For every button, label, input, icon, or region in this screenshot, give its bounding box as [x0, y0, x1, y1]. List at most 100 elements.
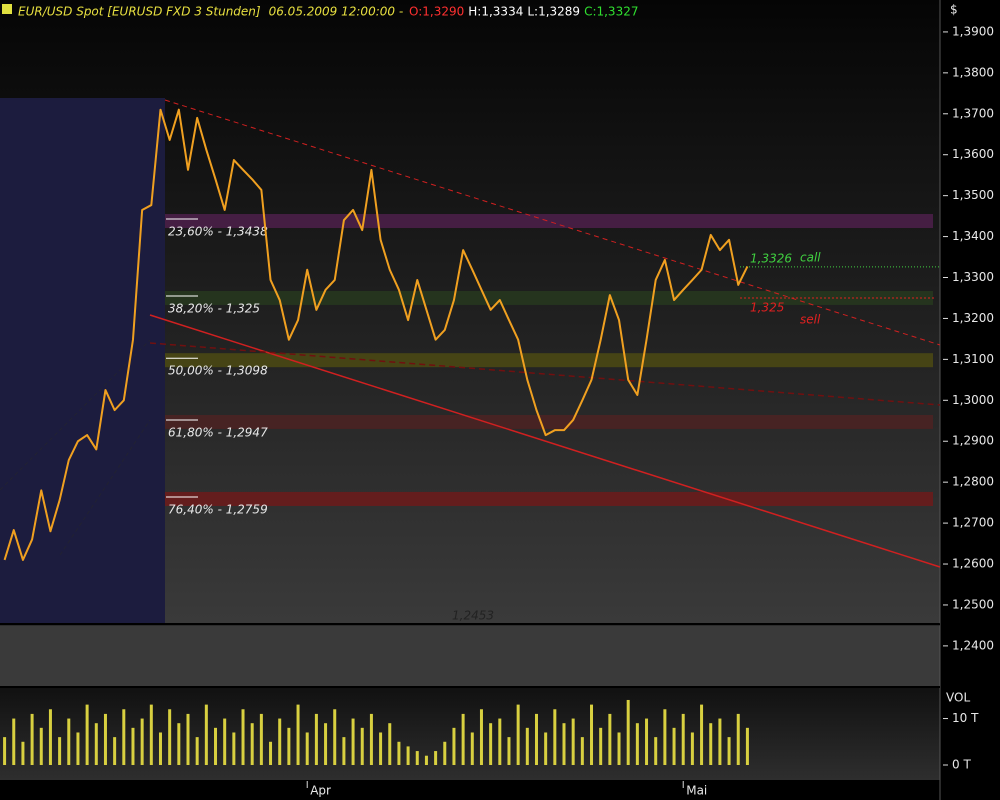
volume-bar — [30, 713, 34, 765]
volume-bar — [305, 732, 309, 765]
y-tick-label: 0 T — [952, 758, 971, 772]
y-tick-label: 1,2500 — [952, 597, 994, 611]
volume-bar — [21, 741, 25, 765]
trend-line — [149, 342, 941, 406]
volume-bar — [507, 737, 511, 765]
volume-bar — [553, 709, 557, 765]
y-tick-label: 1,2900 — [952, 434, 994, 448]
volume-bar — [700, 704, 704, 765]
volume-bar — [360, 727, 364, 765]
volume-bar — [626, 699, 630, 765]
volume-bar — [709, 723, 713, 765]
volume-bar — [241, 709, 245, 765]
volume-bar — [296, 704, 300, 765]
volume-bar — [103, 713, 107, 765]
x-axis-panel — [0, 780, 940, 800]
volume-bar — [195, 737, 199, 765]
volume-bar — [3, 737, 7, 765]
volume-bar — [314, 713, 318, 765]
volume-bar — [544, 732, 548, 765]
volume-bar — [287, 727, 291, 765]
volume-bar — [461, 713, 465, 765]
volume-panel — [0, 688, 940, 780]
volume-bar — [186, 713, 190, 765]
y-tick-label: 1,3800 — [952, 65, 994, 79]
ohlc-value: C:1,3327 — [584, 5, 638, 19]
volume-bar — [48, 709, 52, 765]
volume-bar — [727, 737, 731, 765]
volume-bar — [94, 723, 98, 765]
volume-bar — [204, 704, 208, 765]
volume-bar — [113, 737, 117, 765]
fib-band — [165, 214, 933, 229]
annotation-label: 1,2453 — [452, 609, 494, 623]
volume-bar — [39, 727, 43, 765]
volume-bar — [681, 713, 685, 765]
volume-bar — [85, 704, 89, 765]
volume-bar — [617, 732, 621, 765]
volume-bar — [690, 732, 694, 765]
volume-bar — [672, 727, 676, 765]
fib-band — [165, 290, 933, 305]
annotation-label: 1,325 — [750, 300, 784, 314]
ohlc-value: O:1,3290 — [409, 5, 464, 19]
y-tick-label: 1,3900 — [952, 24, 994, 38]
price-line — [3, 108, 749, 561]
volume-bar — [406, 746, 410, 765]
y-tick-label: 1,3400 — [952, 229, 994, 243]
volume-bar — [140, 718, 144, 765]
volume-bar — [534, 713, 538, 765]
volume-bar — [580, 737, 584, 765]
volume-bar — [562, 723, 566, 765]
volume-bar — [232, 732, 236, 765]
chart-title: EUR/USD Spot [EURUSD FXD 3 Stunden] — [18, 5, 261, 19]
volume-bar — [571, 718, 575, 765]
volume-bar — [498, 718, 502, 765]
lower-panel — [0, 624, 940, 686]
volume-bar — [259, 713, 263, 765]
volume-bar — [388, 723, 392, 765]
ohlc-value: H:1,3334 — [468, 5, 523, 19]
volume-bar — [654, 737, 658, 765]
volume-bar — [369, 713, 373, 765]
volume-bar — [324, 723, 328, 765]
volume-bar — [434, 751, 438, 765]
volume-bar — [58, 737, 62, 765]
trend-line — [149, 314, 941, 568]
channel-line — [59, 419, 151, 556]
fib-label: 50,00% - 1,3098 — [168, 364, 268, 378]
volume-bar — [351, 718, 355, 765]
y-tick-label: 1,3100 — [952, 352, 994, 366]
volume-bar — [452, 727, 456, 765]
volume-bar — [608, 713, 612, 765]
call-label: call — [800, 251, 821, 265]
y-tick-label: 1,2600 — [952, 557, 994, 571]
volume-bar — [67, 718, 71, 765]
volume-bar — [131, 727, 135, 765]
y-tick-label: 1,3600 — [952, 147, 994, 161]
volume-bar — [443, 741, 447, 765]
fib-band — [165, 353, 933, 368]
volume-bar — [525, 727, 529, 765]
y-tick-label: 1,3300 — [952, 270, 994, 284]
volume-bar — [590, 704, 594, 765]
volume-bar — [168, 709, 172, 765]
volume-bar — [489, 723, 493, 765]
trend-line — [164, 99, 941, 346]
ohlc-value: L:1,3289 — [527, 5, 580, 19]
x-tick-label: Mai — [686, 784, 707, 798]
volume-bar — [379, 732, 383, 765]
volume-bar — [479, 709, 483, 765]
volume-bar — [12, 718, 16, 765]
y-tick-label: 1,3700 — [952, 106, 994, 120]
volume-bar — [269, 741, 273, 765]
volume-bar — [177, 723, 181, 765]
volume-bar — [278, 718, 282, 765]
y-tick-label: 1,3200 — [952, 311, 994, 325]
volume-bar — [470, 732, 474, 765]
volume-bar — [635, 723, 639, 765]
y-tick-label: 1,2700 — [952, 516, 994, 530]
y-tick-label: 10 T — [952, 711, 979, 725]
